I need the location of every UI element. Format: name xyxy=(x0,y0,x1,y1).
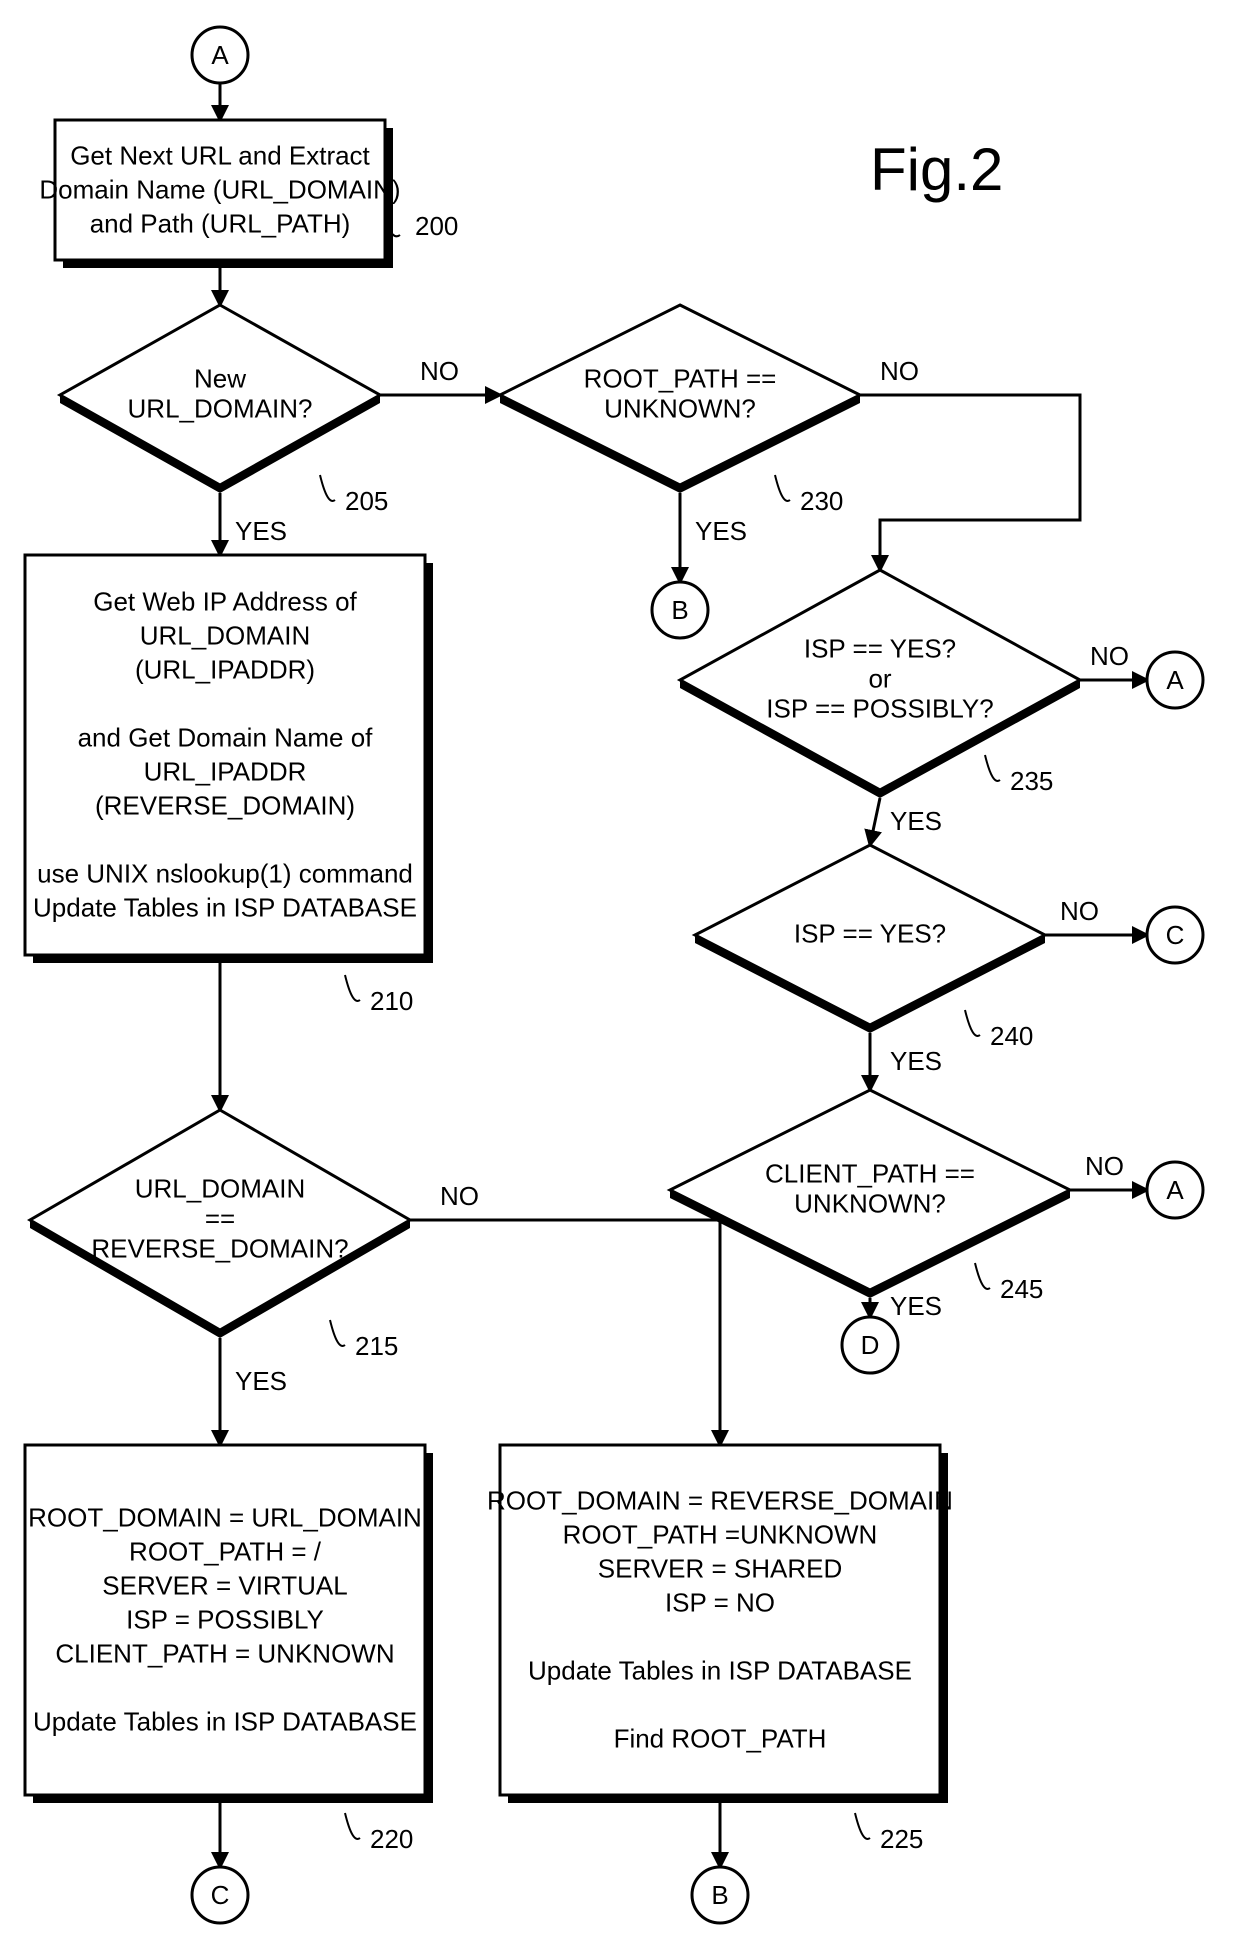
process-text: Get Next URL and Extract xyxy=(70,141,370,171)
edge-label: YES xyxy=(235,516,287,546)
reference-number: 210 xyxy=(370,986,413,1016)
process-text: SERVER = VIRTUAL xyxy=(102,1571,347,1601)
decision-n215: URL_DOMAIN==REVERSE_DOMAIN? xyxy=(30,1110,410,1338)
edge-label: NO xyxy=(440,1181,479,1211)
process-text: ROOT_PATH =UNKNOWN xyxy=(563,1520,878,1550)
connector-A: A xyxy=(192,27,248,83)
process-text: CLIENT_PATH = UNKNOWN xyxy=(55,1639,394,1669)
process-text: (REVERSE_DOMAIN) xyxy=(95,791,355,821)
decision-n230: ROOT_PATH ==UNKNOWN? xyxy=(500,305,860,493)
reference-number: 235 xyxy=(1010,766,1053,796)
connector-D: D xyxy=(842,1317,898,1373)
process-text: (URL_IPADDR) xyxy=(135,655,315,685)
process-text: and Get Domain Name of xyxy=(78,723,374,753)
reference-number: 230 xyxy=(800,486,843,516)
process-text: Find ROOT_PATH xyxy=(614,1724,827,1754)
callout-tick xyxy=(345,975,360,1001)
process-text: URL_DOMAIN xyxy=(140,621,310,651)
process-text: ISP = POSSIBLY xyxy=(126,1605,324,1635)
connector-label: C xyxy=(1166,920,1185,950)
process-n210: Get Web IP Address of URL_DOMAIN (URL_IPAD… xyxy=(25,555,433,963)
connector-B: B xyxy=(652,582,708,638)
process-text: ISP = NO xyxy=(665,1588,775,1618)
process-text: Update Tables in ISP DATABASE xyxy=(33,893,417,923)
callout-tick xyxy=(855,1813,870,1839)
edge-label: NO xyxy=(420,356,459,386)
connector-C: C xyxy=(1147,907,1203,963)
edge xyxy=(870,798,880,845)
decision-text: URL_DOMAIN? xyxy=(128,394,313,424)
reference-number: 245 xyxy=(1000,1274,1043,1304)
connector-label: C xyxy=(211,1880,230,1910)
callout-tick xyxy=(320,475,335,501)
decision-n205: NewURL_DOMAIN? xyxy=(60,305,380,493)
reference-number: 200 xyxy=(415,211,458,241)
process-text: Update Tables in ISP DATABASE xyxy=(33,1707,417,1737)
figure-title: Fig.2 xyxy=(870,136,1003,203)
decision-text: New xyxy=(194,364,246,394)
process-text: URL_IPADDR xyxy=(144,757,307,787)
decision-text: or xyxy=(868,664,891,694)
connector-label: A xyxy=(1166,1175,1184,1205)
process-text: use UNIX nslookup(1) command xyxy=(37,859,413,889)
decision-text: ISP == YES? xyxy=(804,634,956,664)
edge-label: YES xyxy=(890,1046,942,1076)
connector-label: B xyxy=(711,1880,728,1910)
reference-number: 240 xyxy=(990,1021,1033,1051)
process-text: SERVER = SHARED xyxy=(598,1554,842,1584)
edge xyxy=(410,1220,720,1445)
process-text: Update Tables in ISP DATABASE xyxy=(528,1656,912,1686)
edge-label: YES xyxy=(695,516,747,546)
connector-label: A xyxy=(211,40,229,70)
decision-text: ISP == POSSIBLY? xyxy=(766,694,993,724)
decision-n235: ISP == YES?orISP == POSSIBLY? xyxy=(680,570,1080,798)
edge-label: NO xyxy=(1090,641,1129,671)
connector-C: C xyxy=(192,1867,248,1923)
callout-tick xyxy=(975,1263,990,1289)
callout-tick xyxy=(330,1320,345,1346)
process-text: Domain Name (URL_DOMAIN) xyxy=(39,175,400,205)
reference-number: 215 xyxy=(355,1331,398,1361)
flowchart-canvas: Fig.2 NO YES YES NO NO YES NO YES NO YES YES NO Get N… xyxy=(0,0,1240,1945)
reference-number: 220 xyxy=(370,1824,413,1854)
decision-text: UNKNOWN? xyxy=(794,1189,946,1219)
edge-label: NO xyxy=(880,356,919,386)
process-n225: ROOT_DOMAIN = REVERSE_DOMAIN ROOT_PATH =U… xyxy=(487,1445,953,1803)
connector-label: A xyxy=(1166,665,1184,695)
connector-A: A xyxy=(1147,1162,1203,1218)
decision-text: URL_DOMAIN xyxy=(135,1174,305,1204)
edge-label: NO xyxy=(1060,896,1099,926)
edge xyxy=(860,395,1080,570)
callout-tick xyxy=(775,475,790,501)
edge-label: YES xyxy=(235,1366,287,1396)
process-n220: ROOT_DOMAIN = URL_DOMAIN ROOT_PATH = / SER… xyxy=(25,1445,433,1803)
process-text: ROOT_DOMAIN = REVERSE_DOMAIN xyxy=(487,1486,953,1516)
edge-label: YES xyxy=(890,1291,942,1321)
decision-text: CLIENT_PATH == xyxy=(765,1159,975,1189)
decision-n245: CLIENT_PATH ==UNKNOWN? xyxy=(670,1090,1070,1298)
reference-number: 225 xyxy=(880,1824,923,1854)
callout-tick xyxy=(345,1813,360,1839)
edge-label: YES xyxy=(890,806,942,836)
process-text: Get Web IP Address of xyxy=(93,587,357,617)
process-text: ROOT_DOMAIN = URL_DOMAIN xyxy=(28,1503,422,1533)
callout-tick xyxy=(985,755,1000,781)
reference-number: 205 xyxy=(345,486,388,516)
decision-text: == xyxy=(205,1204,235,1234)
decision-text: UNKNOWN? xyxy=(604,394,756,424)
decision-text: ROOT_PATH == xyxy=(584,364,777,394)
connector-A: A xyxy=(1147,652,1203,708)
decision-text: REVERSE_DOMAIN? xyxy=(91,1234,348,1264)
connector-label: B xyxy=(671,595,688,625)
process-n200: Get Next URL and Extract Domain Name (URL… xyxy=(39,120,400,268)
edge-label: NO xyxy=(1085,1151,1124,1181)
decision-text: ISP == YES? xyxy=(794,919,946,949)
decision-n240: ISP == YES? xyxy=(695,845,1045,1033)
process-text: ROOT_PATH = / xyxy=(129,1537,322,1567)
callout-tick xyxy=(965,1010,980,1036)
connector-B: B xyxy=(692,1867,748,1923)
process-text: and Path (URL_PATH) xyxy=(90,209,351,239)
connector-label: D xyxy=(861,1330,880,1360)
